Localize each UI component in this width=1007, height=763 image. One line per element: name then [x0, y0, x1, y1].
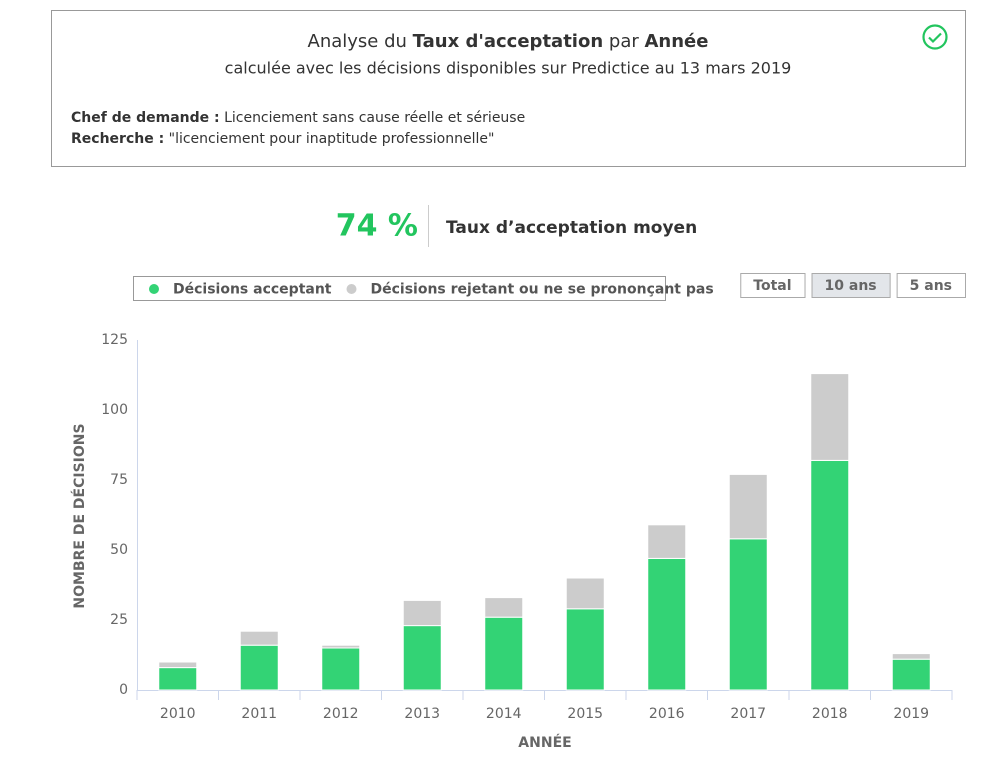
period-button-label[interactable]: Total	[753, 278, 791, 294]
bar-segment	[321, 647, 361, 691]
bar-segment	[728, 538, 768, 691]
legend-marker	[346, 284, 357, 294]
bar-segment	[402, 599, 442, 627]
title-metric: Taux d'acceptation	[413, 31, 603, 52]
title-dimension: Année	[644, 31, 708, 52]
y-tick-label: 0	[119, 682, 128, 698]
bar-segment	[647, 557, 687, 691]
check-icon	[922, 24, 948, 50]
period-button-label[interactable]: 5 ans	[910, 278, 952, 294]
filter-label: Chef de demande :	[71, 110, 220, 126]
filter-line: Recherche : "licenciement pour inaptitud…	[71, 131, 494, 147]
bar-segment	[891, 658, 931, 691]
bar-segment	[891, 653, 931, 660]
x-tick-label: 2013	[404, 706, 440, 722]
x-tick-label: 2018	[812, 706, 848, 722]
bar-segment	[565, 608, 605, 691]
header-box	[51, 10, 966, 167]
bar-segment	[484, 597, 524, 618]
x-tick-label: 2012	[323, 706, 359, 722]
bar-segment	[728, 473, 768, 540]
bar-segment	[158, 661, 198, 669]
x-tick-label: 2014	[486, 706, 522, 722]
y-axis-label: NOMBRE DE DÉCISIONS	[71, 423, 88, 608]
x-tick-label: 2011	[241, 706, 277, 722]
legend-box	[133, 276, 666, 301]
period-button[interactable]: Total	[740, 273, 806, 298]
kpi-value: 74 %	[336, 209, 418, 244]
bar-segment	[321, 644, 361, 649]
period-button-label[interactable]: 10 ans	[825, 278, 877, 294]
x-tick-label: 2019	[893, 706, 929, 722]
period-button-box[interactable]	[811, 273, 891, 298]
bar-segment	[239, 644, 279, 691]
x-tick-label: 2015	[567, 706, 603, 722]
period-button[interactable]: 10 ans	[811, 273, 891, 298]
x-tick-label: 2017	[730, 706, 766, 722]
kpi-label: Taux d’acceptation moyen	[446, 218, 697, 238]
bar-segment	[810, 459, 850, 691]
bar-segment	[239, 630, 279, 646]
y-tick-label: 75	[110, 472, 128, 488]
bar-segment	[810, 373, 850, 461]
y-tick-label: 25	[110, 612, 128, 628]
period-button-box[interactable]	[740, 273, 806, 298]
y-tick-label: 100	[101, 402, 128, 418]
legend-label[interactable]: Décisions acceptant	[173, 282, 332, 298]
bar-segment	[402, 625, 442, 691]
header-title: Analyse du Taux d'acceptation par Année	[308, 31, 709, 52]
bar-segment	[647, 524, 687, 559]
legend-marker	[149, 284, 159, 294]
period-buttons: Total 10 ans 5 ans	[740, 273, 966, 298]
bar-segment	[484, 616, 524, 691]
y-tick-label: 125	[101, 332, 128, 348]
filter-label: Recherche :	[71, 131, 164, 147]
legend-label[interactable]: Décisions rejetant ou ne se prononçant p…	[371, 282, 714, 298]
x-tick-label: 2010	[160, 706, 196, 722]
x-tick-label: 2016	[649, 706, 685, 722]
x-axis-label: ANNÉE	[518, 734, 571, 751]
filter-line: Chef de demande : Licenciement sans caus…	[71, 110, 525, 126]
bar-segment	[158, 667, 198, 691]
bar-segment	[565, 577, 605, 610]
filter-value: "licenciement pour inaptitude profession…	[169, 131, 495, 147]
plot: 0 25 50 75 100 125 2010 2011 2012 2013 2014 2015 201…	[101, 332, 953, 722]
header-subtitle: calculée avec les décisions disponibles …	[225, 59, 792, 78]
title-by: par	[609, 31, 639, 52]
legend: Décisions acceptant Décisions rejetant ou…	[149, 282, 714, 298]
filter-value: Licenciement sans cause réelle et sérieu…	[224, 110, 525, 126]
title-prefix: Analyse du	[308, 31, 407, 52]
y-tick-label: 50	[110, 542, 128, 558]
period-button-box[interactable]	[896, 273, 966, 298]
period-button[interactable]: 5 ans	[896, 273, 966, 298]
